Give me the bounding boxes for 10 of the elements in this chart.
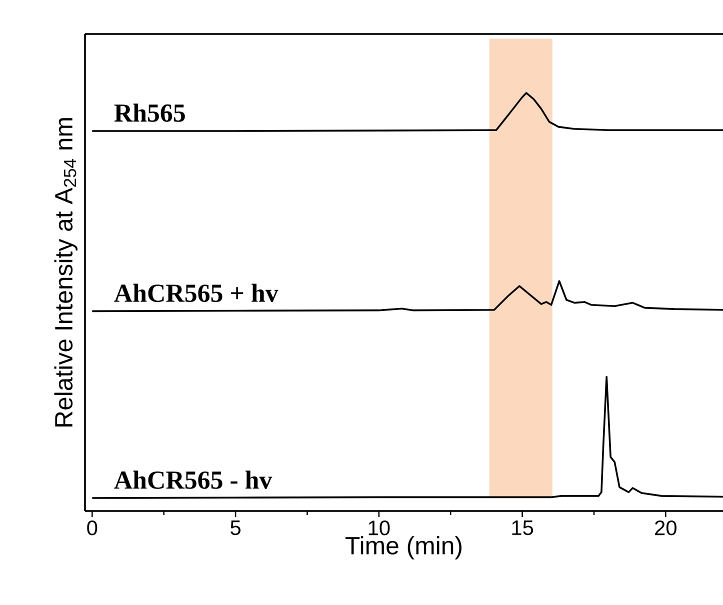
x-tick-label: 0 xyxy=(87,520,98,536)
y-axis-title: Relative Intensity at A$_{254}$ nm xyxy=(54,118,78,426)
series-label: Rh565 xyxy=(114,104,185,122)
x-axis-title: Time (min) xyxy=(346,536,462,560)
x-tick-label: 20 xyxy=(655,520,676,536)
x-tick-label: 10 xyxy=(368,520,390,536)
series-label: AhCR565 - hv xyxy=(114,470,272,489)
x-tick-label: 15 xyxy=(512,520,534,536)
x-tick-label: 5 xyxy=(230,520,240,536)
series-label: AhCR565 + hv xyxy=(114,284,278,302)
